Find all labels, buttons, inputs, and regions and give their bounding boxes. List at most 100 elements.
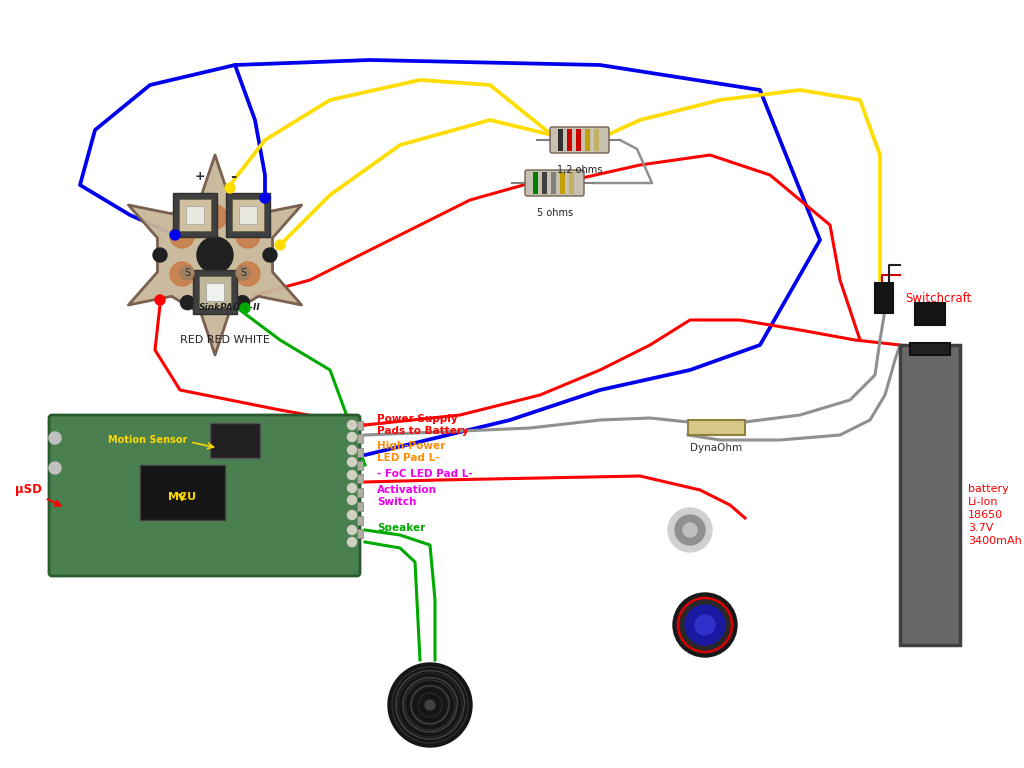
Text: Switchcraft: Switchcraft bbox=[905, 293, 971, 306]
Bar bbox=[357, 461, 362, 470]
Bar bbox=[558, 129, 563, 151]
Circle shape bbox=[347, 471, 356, 479]
Bar bbox=[915, 303, 945, 325]
Circle shape bbox=[180, 266, 194, 280]
FancyBboxPatch shape bbox=[550, 127, 609, 153]
Bar bbox=[900, 345, 961, 645]
Circle shape bbox=[180, 200, 195, 214]
Bar bbox=[239, 206, 257, 224]
Text: Activation
Switch: Activation Switch bbox=[377, 485, 437, 507]
Circle shape bbox=[347, 445, 356, 455]
Bar bbox=[688, 420, 745, 435]
Text: μSD: μSD bbox=[14, 484, 41, 496]
Bar bbox=[357, 502, 362, 511]
Text: MCU: MCU bbox=[168, 492, 196, 502]
Bar bbox=[210, 423, 260, 458]
Circle shape bbox=[347, 495, 356, 505]
Circle shape bbox=[203, 205, 227, 229]
Circle shape bbox=[347, 421, 356, 429]
Bar bbox=[874, 283, 893, 313]
Text: Power Supply
Pads to Battery: Power Supply Pads to Battery bbox=[377, 414, 469, 435]
Text: 5 ohms: 5 ohms bbox=[537, 208, 573, 218]
Circle shape bbox=[347, 511, 356, 519]
Circle shape bbox=[347, 432, 356, 442]
Circle shape bbox=[236, 200, 250, 214]
Text: 1,2 ohms: 1,2 ohms bbox=[557, 165, 603, 175]
Circle shape bbox=[236, 262, 260, 286]
Polygon shape bbox=[128, 155, 302, 355]
Circle shape bbox=[347, 525, 356, 535]
Bar bbox=[179, 199, 211, 231]
Circle shape bbox=[347, 538, 356, 547]
Circle shape bbox=[236, 224, 260, 248]
Text: S: S bbox=[184, 268, 190, 278]
Bar bbox=[357, 448, 362, 457]
Circle shape bbox=[675, 515, 705, 545]
Bar bbox=[140, 465, 225, 520]
Circle shape bbox=[170, 224, 195, 248]
Bar bbox=[357, 474, 362, 483]
Bar bbox=[232, 199, 264, 231]
Bar bbox=[594, 129, 599, 151]
Circle shape bbox=[673, 593, 737, 657]
Circle shape bbox=[260, 193, 270, 203]
Bar bbox=[551, 172, 556, 194]
Circle shape bbox=[683, 523, 697, 537]
Text: SinkPAD™-II: SinkPAD™-II bbox=[199, 303, 261, 312]
Bar bbox=[357, 421, 362, 430]
Text: Speaker: Speaker bbox=[377, 523, 425, 533]
Bar bbox=[567, 129, 572, 151]
Bar bbox=[542, 172, 547, 194]
Text: Motion Sensor: Motion Sensor bbox=[109, 435, 187, 445]
Bar bbox=[357, 516, 362, 525]
Circle shape bbox=[347, 484, 356, 492]
Circle shape bbox=[225, 183, 234, 193]
Bar bbox=[910, 343, 950, 355]
Text: S: S bbox=[240, 268, 246, 278]
Text: battery
Li-Ion
18650
3.7V
3400mAh: battery Li-Ion 18650 3.7V 3400mAh bbox=[968, 484, 1022, 546]
Bar bbox=[357, 488, 362, 497]
Circle shape bbox=[49, 462, 61, 474]
Circle shape bbox=[170, 262, 195, 286]
Bar bbox=[569, 172, 574, 194]
Circle shape bbox=[425, 700, 435, 710]
Circle shape bbox=[275, 240, 285, 250]
Bar bbox=[534, 172, 538, 194]
Circle shape bbox=[388, 663, 472, 747]
Text: +: + bbox=[195, 170, 206, 184]
Text: -: - bbox=[229, 170, 237, 184]
Circle shape bbox=[263, 248, 278, 262]
Circle shape bbox=[180, 296, 195, 310]
Circle shape bbox=[49, 432, 61, 444]
Bar bbox=[357, 529, 362, 538]
Bar bbox=[560, 172, 565, 194]
Text: - FoC LED Pad L-: - FoC LED Pad L- bbox=[377, 469, 473, 479]
Circle shape bbox=[347, 458, 356, 466]
Circle shape bbox=[197, 237, 233, 273]
FancyBboxPatch shape bbox=[49, 415, 360, 576]
Text: High-Power
LED Pad L-: High-Power LED Pad L- bbox=[377, 441, 445, 463]
Circle shape bbox=[240, 303, 250, 313]
Bar bbox=[585, 129, 590, 151]
Circle shape bbox=[685, 605, 725, 645]
Bar bbox=[206, 283, 224, 301]
Bar bbox=[193, 270, 237, 314]
Circle shape bbox=[203, 281, 227, 305]
Circle shape bbox=[170, 230, 180, 240]
Circle shape bbox=[668, 508, 712, 552]
Bar bbox=[173, 193, 217, 237]
Text: DynaOhm: DynaOhm bbox=[690, 443, 742, 453]
Bar bbox=[357, 434, 362, 443]
FancyBboxPatch shape bbox=[525, 170, 584, 196]
Circle shape bbox=[236, 266, 250, 280]
Circle shape bbox=[695, 615, 715, 635]
Circle shape bbox=[155, 295, 165, 305]
Bar bbox=[575, 129, 581, 151]
Bar bbox=[186, 206, 204, 224]
Circle shape bbox=[153, 248, 167, 262]
Circle shape bbox=[677, 597, 733, 653]
Circle shape bbox=[236, 296, 250, 310]
Text: RED RED WHITE: RED RED WHITE bbox=[180, 335, 270, 345]
Bar bbox=[226, 193, 270, 237]
Bar bbox=[199, 276, 231, 308]
